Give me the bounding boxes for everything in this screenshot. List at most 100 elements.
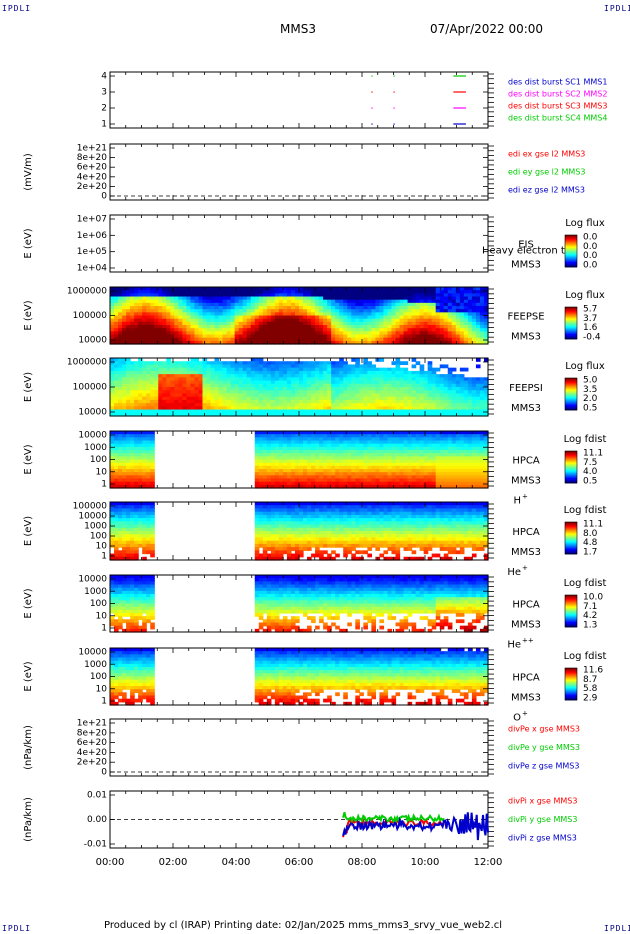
heatmap-cell [150,315,155,320]
heatmap-cell [311,296,316,301]
heatmap-cell [323,315,328,320]
heatmap-cell [286,328,292,332]
heatmap-cell [339,309,344,313]
heatmap-cell [122,331,127,336]
heatmap-cell [142,302,147,307]
heatmap-cell [122,337,127,342]
heatmap-cell [278,331,284,336]
heatmap-cell [146,321,151,326]
heatmap-cell [234,299,240,304]
heatmap-cell [194,299,200,304]
heatmap-cell [331,340,336,345]
heatmap-cell [182,287,187,291]
heatmap-cell [226,312,232,317]
heatmap-cell [138,302,143,307]
heatmap-cell [419,337,425,342]
heatmap-cell [327,331,332,336]
heatmap-cell [375,331,381,336]
heatmap-cell [134,309,139,313]
heatmap-cell [150,299,155,304]
heatmap-cell [319,340,324,345]
y-tick-label: 1e+21 [77,144,107,154]
heatmap-cell [214,306,220,310]
heatmap-cell [307,337,312,342]
colorbar-tick-label: 0.0 [583,261,598,271]
heatmap-cell [282,328,288,332]
heatmap-cell [254,315,260,320]
heatmap-cell [202,337,208,342]
heatmap-cell [198,331,204,336]
heatmap-cell [294,328,300,332]
heatmap-cell [110,318,115,323]
heatmap-cell [210,290,216,294]
heatmap-cell [399,306,405,310]
heatmap-cell [126,340,131,345]
heatmap-cell [351,306,356,310]
heatmap-cell [286,296,292,301]
heatmap-cell [178,315,183,320]
heatmap-cell [190,340,196,345]
heatmap-cell [359,306,364,310]
y-tick-label: 0 [101,192,107,202]
y-axis-label: E (eV) [23,372,34,402]
heatmap-cell [383,287,389,291]
heatmap-cell [335,312,340,317]
heatmap-cell [130,328,135,332]
heatmap-cell [114,299,119,304]
heatmap-cell [122,287,127,291]
heatmap-cell [142,331,147,336]
heatmap-cell [379,318,385,323]
heatmap-cell [355,318,360,323]
heatmap-cell [303,302,308,307]
heatmap-cell [126,321,131,326]
heatmap-cell [162,334,167,339]
heatmap-cell [347,287,352,291]
heatmap-cell [270,334,276,339]
heatmap-cell [282,299,288,304]
heatmap-cell [343,293,348,298]
heatmap-cell [335,328,340,332]
heatmap-cell [218,306,224,310]
heatmap-cell [411,290,417,294]
heatmap-cell [222,325,228,329]
heatmap-cell [299,337,304,342]
heatmap-cell [315,315,320,320]
heatmap-cell [126,309,131,313]
heatmap-cell [270,302,276,307]
heatmap-cell [270,293,276,298]
heatmap-cell [351,302,356,307]
heatmap-cell [303,306,308,310]
heatmap-cell [158,306,163,310]
heatmap-cell [415,328,421,332]
heatmap-cell [162,328,167,332]
y-tick-label: 2 [101,104,107,114]
heatmap-cell [154,334,159,339]
heatmap-cell [399,321,405,326]
heatmap-cell [118,309,123,313]
heatmap-cell [343,287,348,291]
heatmap-cell [355,331,360,336]
heatmap-cell [182,331,187,336]
heatmap-cell [210,334,216,339]
y-axis-label: E (eV) [23,300,34,330]
heatmap-cell [162,337,167,342]
heatmap-cell [146,293,151,298]
heatmap-cell [110,328,115,332]
heatmap-cell [319,309,324,313]
heatmap-cell [415,309,421,313]
heatmap-cell [166,318,171,323]
heatmap-cell [274,337,280,342]
heatmap-cell [158,325,163,329]
colorbar-swatch [565,259,577,261]
heatmap-cell [262,290,268,294]
heatmap-cell [258,334,264,339]
heatmap-cell [363,315,368,320]
heatmap-cell [339,318,344,323]
heatmap-cell [174,340,179,345]
panel-frame [109,214,489,273]
heatmap-cell [150,293,155,298]
instrument-label: FEEPSI [509,383,543,394]
heatmap-cell [242,340,248,345]
heatmap-cell [134,299,139,304]
heatmap-cell [214,337,220,342]
